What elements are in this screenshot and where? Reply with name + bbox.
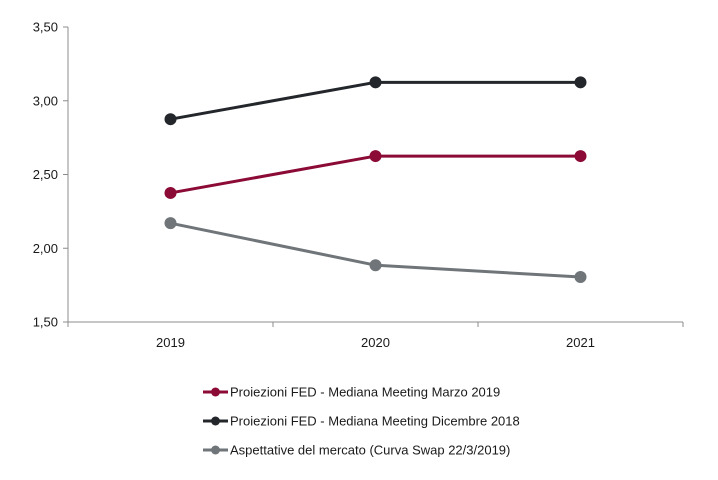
y-tick-label: 3,00 xyxy=(33,93,58,108)
data-point xyxy=(574,76,587,89)
data-point xyxy=(369,150,382,163)
x-tick-label: 2020 xyxy=(361,335,390,350)
legend-swatch-marker xyxy=(211,416,220,426)
legend-swatch-marker xyxy=(211,445,220,455)
legend-swatch-marker xyxy=(211,387,220,397)
legend-item-3: Aspettative del mercato (Curva Swap 22/3… xyxy=(203,443,510,458)
y-tick-label: 3,50 xyxy=(33,20,58,35)
y-tick-label: 1,50 xyxy=(33,315,58,330)
data-point xyxy=(574,271,587,284)
y-tick-label: 2,00 xyxy=(33,241,58,256)
legend-item-1: Proiezioni FED - Mediana Meeting Marzo 2… xyxy=(203,385,500,400)
x-tick-label: 2019 xyxy=(156,335,185,350)
legend-label: Proiezioni FED - Mediana Meeting Marzo 2… xyxy=(230,385,500,400)
series-2 xyxy=(164,76,587,126)
series-1 xyxy=(164,150,587,199)
data-point xyxy=(164,217,177,230)
series-3 xyxy=(164,217,587,284)
legend: Proiezioni FED - Mediana Meeting Marzo 2… xyxy=(203,385,520,458)
data-point xyxy=(369,76,382,89)
axes: 1,50 2,00 2,50 3,00 3,50 2019 2020 2021 xyxy=(33,20,684,350)
data-point xyxy=(369,259,382,272)
data-point xyxy=(164,186,177,199)
legend-item-2: Proiezioni FED - Mediana Meeting Dicembr… xyxy=(203,414,520,429)
series-layer xyxy=(164,76,587,284)
x-tick-label: 2021 xyxy=(566,335,595,350)
data-point xyxy=(574,150,587,163)
data-point xyxy=(164,113,177,126)
legend-label: Aspettative del mercato (Curva Swap 22/3… xyxy=(230,443,510,458)
y-tick-label: 2,50 xyxy=(33,167,58,182)
legend-label: Proiezioni FED - Mediana Meeting Dicembr… xyxy=(230,414,520,429)
